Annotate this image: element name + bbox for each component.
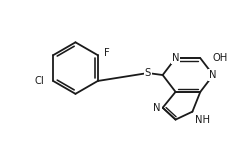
Text: OH: OH (211, 53, 227, 63)
Text: N: N (171, 53, 179, 63)
Text: Cl: Cl (34, 76, 44, 86)
Text: N: N (209, 70, 216, 80)
Text: N: N (152, 103, 160, 113)
Text: S: S (144, 68, 150, 78)
Text: NH: NH (195, 115, 209, 125)
Text: F: F (103, 48, 109, 58)
